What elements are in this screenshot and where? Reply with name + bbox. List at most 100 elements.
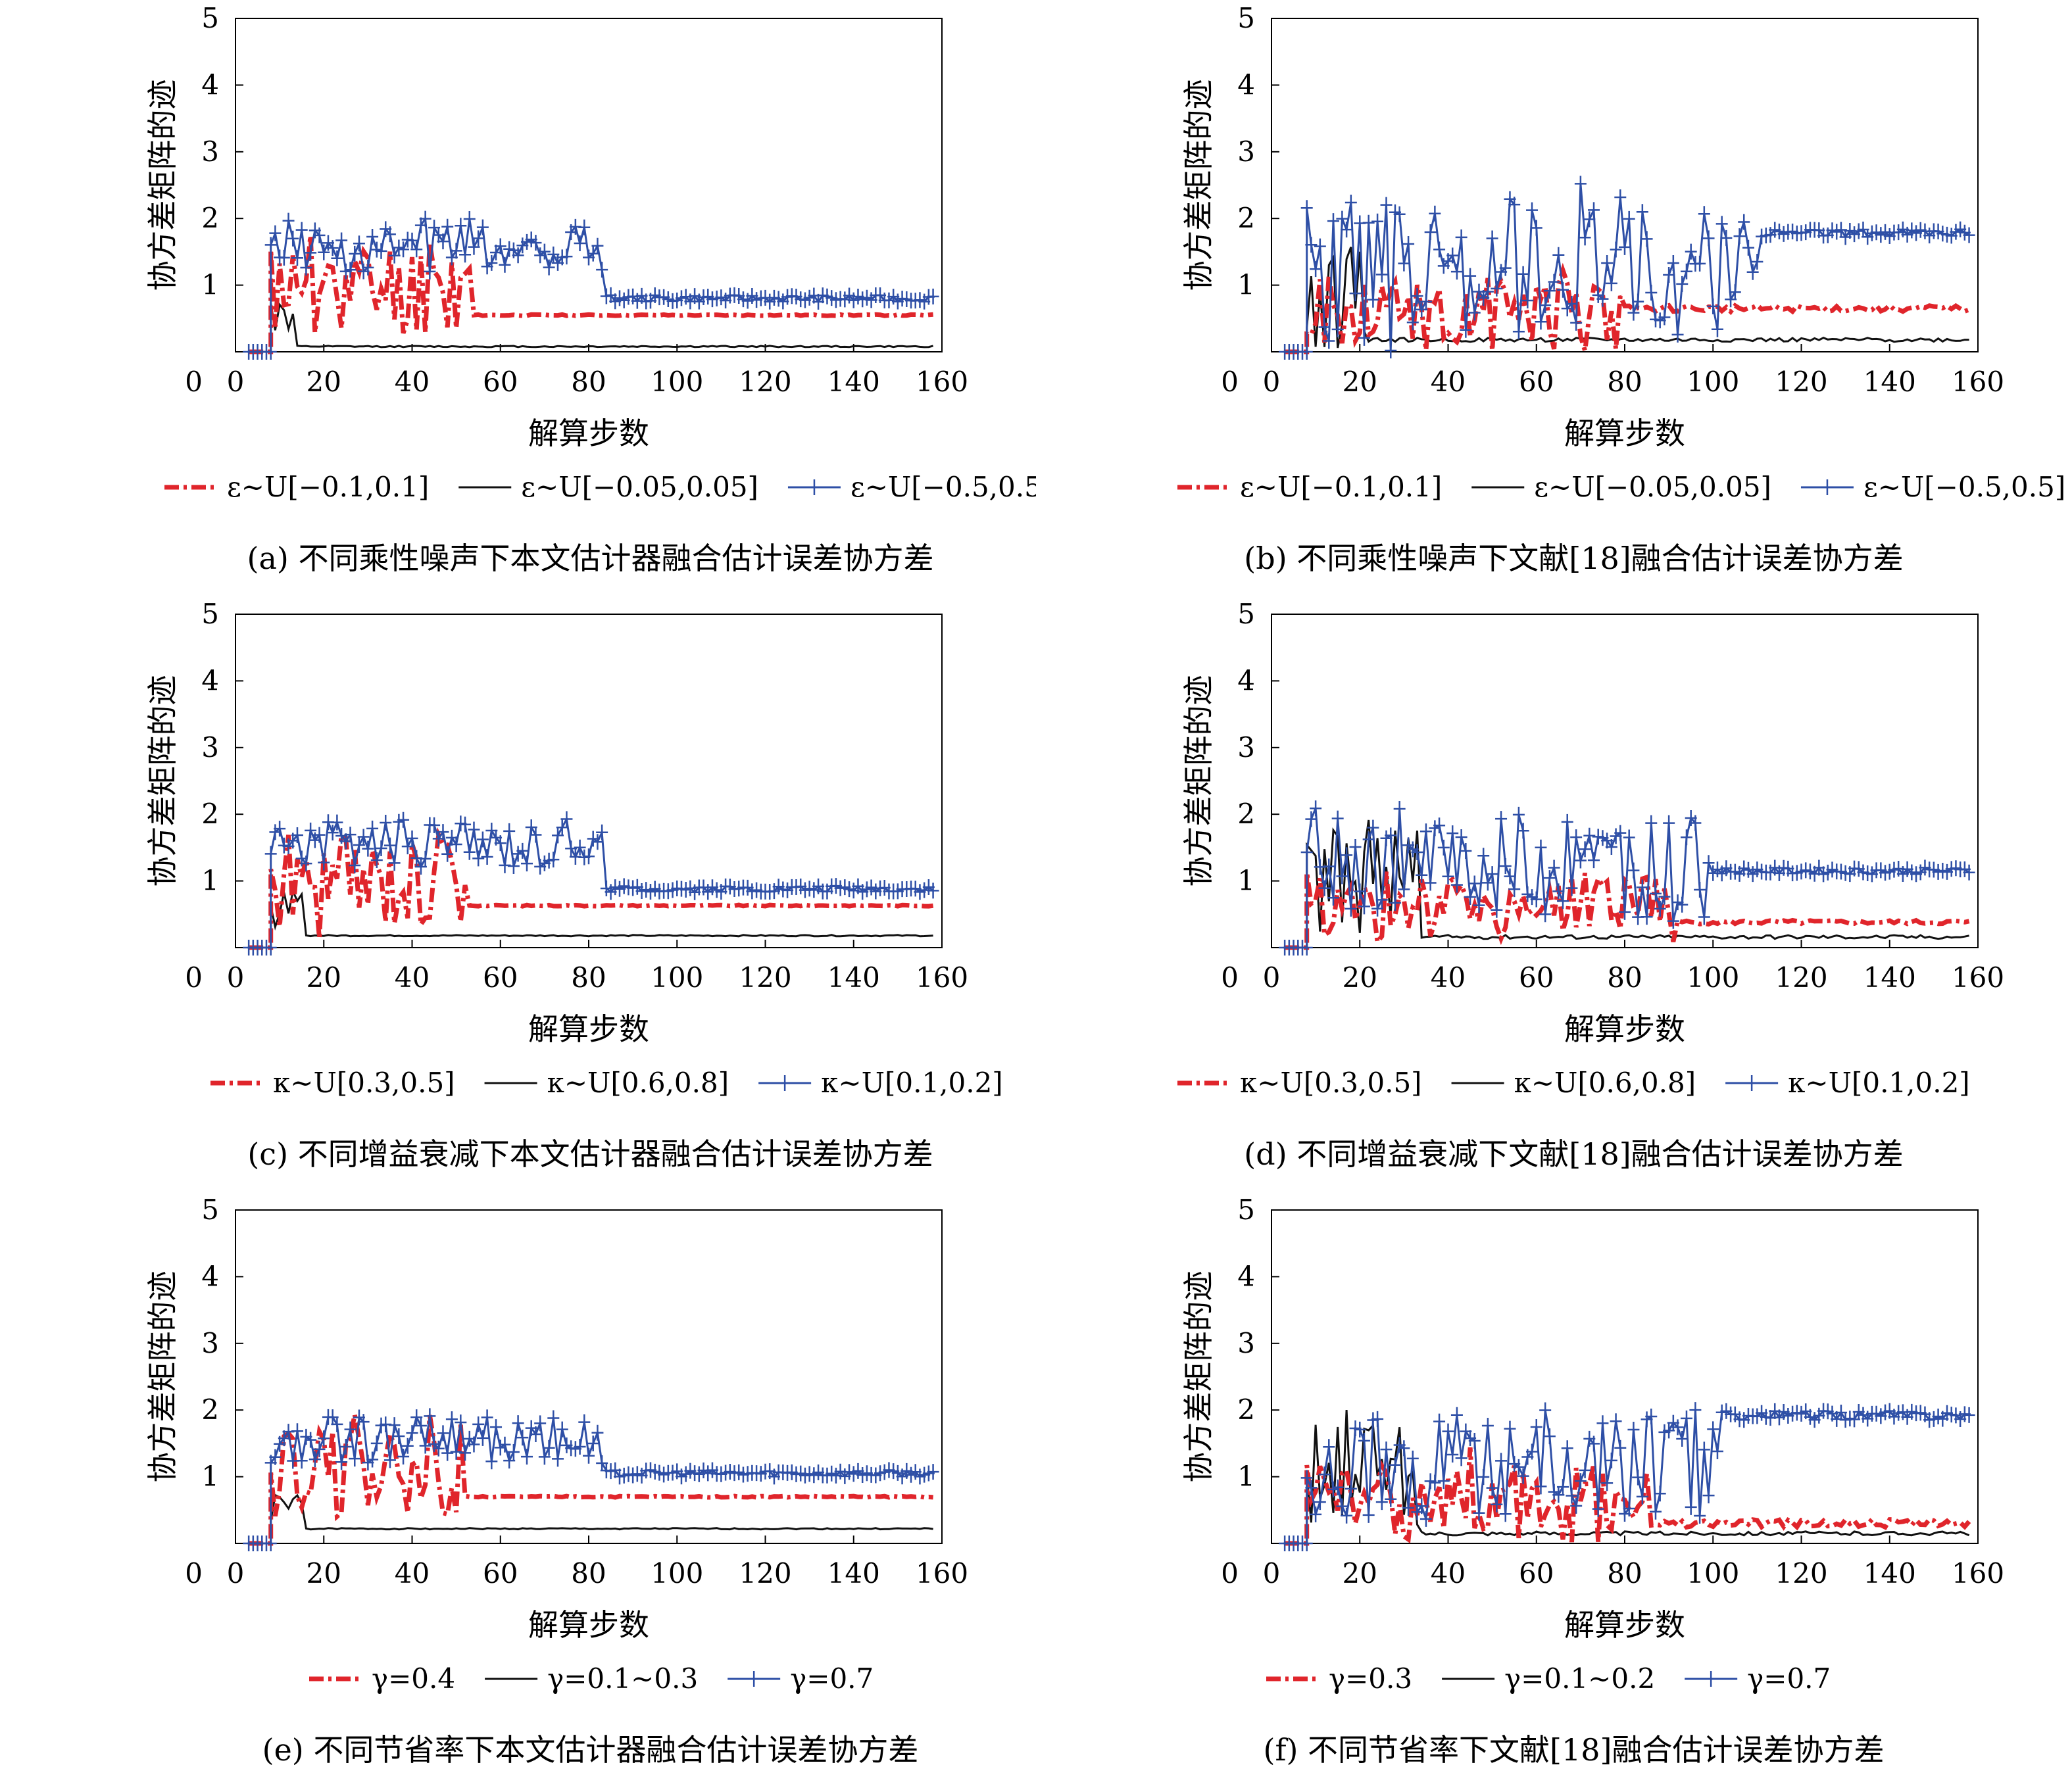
plus-marker <box>1481 1418 1494 1434</box>
plus-marker <box>1491 280 1503 297</box>
plus-marker <box>1654 900 1666 917</box>
plus-marker <box>485 254 498 271</box>
plus-marker <box>503 823 516 839</box>
plus-marker <box>1535 314 1547 330</box>
plus-marker <box>1592 1501 1604 1517</box>
plus-marker <box>1371 900 1384 917</box>
plus-marker <box>547 246 560 262</box>
x-tick-label: 40 <box>395 366 430 398</box>
x-tick-label: 40 <box>1431 1557 1466 1589</box>
plus-marker <box>308 1451 321 1468</box>
plus-marker <box>1300 200 1313 216</box>
plus-marker <box>1491 902 1503 918</box>
plus-marker <box>507 858 520 875</box>
plus-marker <box>269 225 282 241</box>
x-tick-label: 120 <box>1775 1557 1827 1589</box>
legend: γ=0.3 γ=0.1~0.2 γ=0.7 <box>1266 1662 1831 1695</box>
plus-marker <box>1526 202 1539 218</box>
plus-marker <box>591 1424 604 1441</box>
plus-marker <box>1473 897 1485 913</box>
plus-marker <box>1419 823 1432 840</box>
plus-marker <box>1561 1440 1573 1457</box>
plus-marker <box>1715 216 1728 232</box>
plus-marker <box>583 1447 595 1464</box>
plus-marker <box>1543 1428 1556 1445</box>
plus-marker <box>349 1451 361 1467</box>
x-tick-label: 120 <box>1775 366 1827 398</box>
y-tick-label: 3 <box>201 1327 219 1359</box>
plus-marker <box>1614 825 1627 841</box>
plus-marker <box>455 1414 467 1430</box>
legend-label: κ~U[0.6,0.8] <box>1514 1067 1696 1099</box>
x-axis-title: 解算步数 <box>1564 1607 1685 1643</box>
figure-caption: (b) 不同乘性噪声下文献[18]融合估计误差协方差 <box>1244 541 1903 576</box>
plus-marker <box>1702 1488 1715 1504</box>
series-line-black <box>249 1493 933 1545</box>
plus-marker <box>1676 896 1689 913</box>
x-tick-label: 160 <box>1952 366 2004 398</box>
plus-marker <box>1375 266 1388 283</box>
plus-marker <box>406 1425 418 1441</box>
plus-marker <box>578 219 591 235</box>
plus-marker <box>1508 881 1521 898</box>
plus-marker <box>353 235 365 252</box>
series-markers-blue <box>243 811 939 955</box>
y-tick-label: 3 <box>201 135 219 168</box>
x-tick-label: 0 <box>1263 1557 1281 1589</box>
y-tick-label: 2 <box>1237 1393 1255 1426</box>
panel-a: 0 20 40 60 80 100 120 140 160 1 2 3 4 5 0 协方差矩阵的迹 解算步数 ε~… <box>0 0 1036 596</box>
plus-marker <box>1552 883 1565 900</box>
plus-marker <box>1676 276 1689 292</box>
x-tick-label: 0 <box>227 1557 245 1589</box>
plus-marker <box>1733 228 1746 245</box>
y-tick-label: 4 <box>1237 1260 1255 1292</box>
plus-marker <box>1557 893 1569 909</box>
plus-marker <box>1671 326 1684 343</box>
plus-marker <box>490 1419 503 1436</box>
plus-marker <box>1300 940 1313 955</box>
plus-marker <box>1610 241 1622 258</box>
plus-marker <box>1354 1421 1366 1438</box>
legend-label: κ~U[0.1,0.2] <box>821 1067 1003 1099</box>
legend: κ~U[0.3,0.5] κ~U[0.6,0.8] κ~U[0.1,0.2] <box>210 1067 1003 1099</box>
plus-marker <box>450 1443 462 1460</box>
plus-marker <box>344 827 357 843</box>
x-tick-label: 60 <box>483 961 518 994</box>
y-axis-title: 协方差矩阵的迹 <box>1181 1271 1216 1483</box>
plus-marker <box>1385 1491 1397 1507</box>
plus-marker <box>1654 1486 1666 1502</box>
plus-marker <box>481 849 493 865</box>
plus-marker <box>1477 848 1490 864</box>
legend-plus-icon <box>748 1671 760 1687</box>
plus-marker <box>587 1435 599 1451</box>
panel-b: 0 20 40 60 80 100 120 140 160 1 2 3 4 5 0 协方差矩阵的迹 解算步数 ε~… <box>1036 0 2072 596</box>
y-tick-label: 2 <box>201 1393 219 1426</box>
plus-marker <box>591 237 604 254</box>
legend-label: κ~U[0.3,0.5] <box>1240 1067 1422 1099</box>
plus-marker <box>521 856 533 872</box>
plus-marker <box>1486 230 1498 247</box>
legend-label: ε~U[−0.1,0.1] <box>1240 471 1442 503</box>
legend-label: γ=0.1~0.3 <box>547 1662 698 1695</box>
legend-plus-icon <box>779 1075 791 1091</box>
plus-marker <box>1645 815 1658 831</box>
plus-marker <box>1323 1439 1335 1455</box>
plus-marker <box>1579 230 1591 246</box>
plus-marker <box>1711 1443 1723 1460</box>
x-tick-label: 80 <box>1607 366 1642 398</box>
plus-marker <box>459 816 472 833</box>
figure-caption: (a) 不同乘性噪声下本文估计器融合估计误差协方差 <box>247 541 934 576</box>
plus-marker <box>1627 1422 1640 1438</box>
plus-marker <box>1362 1507 1375 1523</box>
figure-caption: (f) 不同节省率下文献[18]融合估计误差协方差 <box>1264 1732 1885 1768</box>
y-origin-label: 0 <box>185 961 203 994</box>
plus-marker <box>388 855 401 871</box>
plus-marker <box>1561 813 1573 830</box>
plus-marker <box>1323 333 1335 349</box>
plus-marker <box>1685 243 1697 260</box>
plus-marker <box>1702 230 1715 247</box>
figure-caption: (e) 不同节省率下本文估计器融合估计误差协方差 <box>262 1732 919 1768</box>
x-tick-label: 60 <box>1519 1557 1554 1589</box>
plus-marker <box>1689 815 1702 831</box>
